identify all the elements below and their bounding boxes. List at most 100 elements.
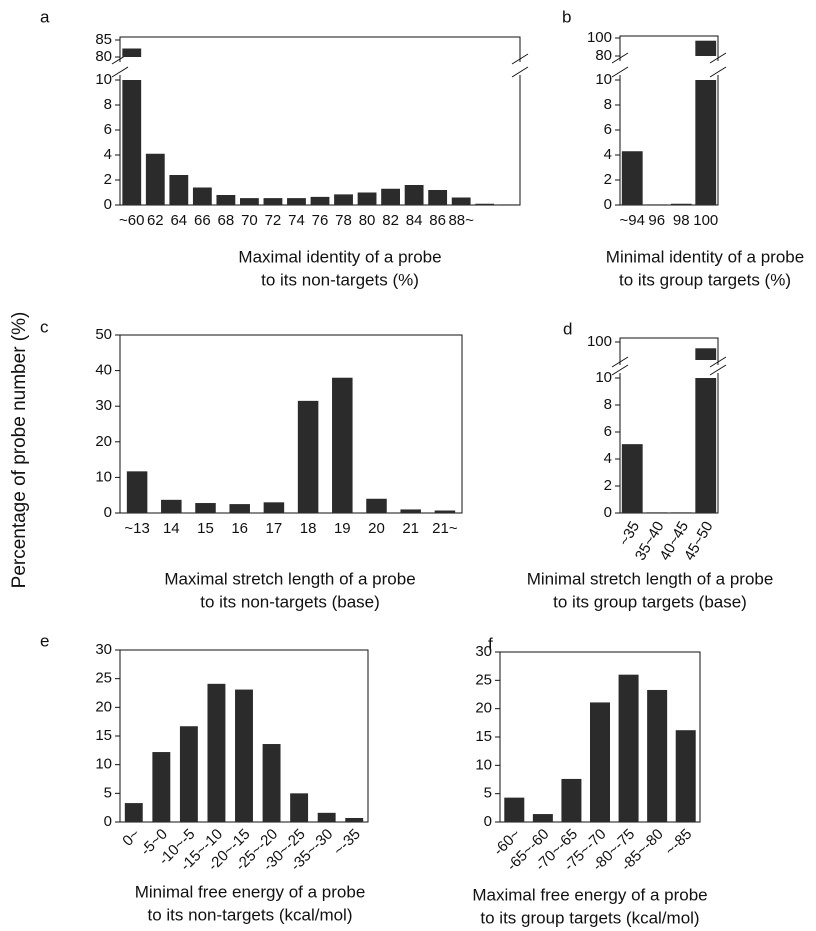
x-tick-label: 18	[300, 520, 317, 537]
bar	[695, 378, 717, 513]
bar	[192, 187, 212, 205]
x-tick-label: 76	[312, 212, 329, 229]
bar	[310, 196, 330, 205]
x-tick-label: ~-85	[662, 826, 696, 860]
bar-upper	[122, 48, 142, 57]
bar	[332, 377, 353, 513]
bar-upper	[695, 348, 717, 360]
x-axis-label: to its group targets (kcal/mol)	[480, 908, 699, 927]
bar	[366, 498, 387, 513]
y-tick-label: 2	[604, 171, 612, 188]
x-tick-label: 98	[673, 212, 690, 229]
y-tick-label: 0	[104, 504, 112, 521]
x-axis-label: Minimal identity of a probe	[606, 247, 804, 266]
x-tick-label: 82	[382, 212, 399, 229]
x-axis-label: to its non-targets (%)	[261, 270, 419, 289]
bar	[532, 814, 553, 822]
axis-break	[611, 66, 629, 78]
bar	[317, 812, 336, 822]
y-tick-label: 25	[95, 670, 112, 687]
x-tick-label: ~94	[620, 212, 645, 229]
x-tick-label: 21	[402, 520, 419, 537]
bar	[381, 188, 400, 205]
y-tick-label: 4	[604, 146, 612, 163]
axis-break	[709, 364, 727, 376]
bar	[475, 203, 495, 205]
y-tick-label: 8	[604, 96, 612, 113]
bar	[590, 702, 610, 822]
axis-break	[611, 356, 629, 368]
y-tick-label: 4	[104, 146, 112, 163]
axis-break	[511, 66, 529, 78]
y-tick-label: 40	[95, 362, 112, 379]
y-tick-label: 8	[604, 396, 612, 413]
shared-y-label: Percentage of probe number (%)	[9, 312, 30, 589]
panel-letter: d	[563, 319, 572, 338]
bar	[451, 197, 471, 205]
bar	[670, 512, 692, 513]
x-tick-label: 15	[197, 520, 214, 537]
bar	[287, 198, 306, 205]
y-tick-label: 2	[104, 171, 112, 188]
bar	[122, 80, 142, 205]
y-tick-label: 0	[604, 504, 612, 521]
x-axis-label: Maximal stretch length of a probe	[164, 569, 415, 588]
bar	[124, 803, 143, 822]
y-tick-label: 10	[95, 468, 112, 485]
axis-frame	[119, 334, 463, 514]
axis-break	[611, 364, 629, 376]
x-tick-label: 80	[359, 212, 376, 229]
y-tick-label: 2	[604, 477, 612, 494]
y-tick-label: 15	[475, 728, 492, 745]
x-tick-label: 64	[170, 212, 187, 229]
x-axis-label: Minimal free energy of a probe	[135, 882, 366, 901]
axis-break	[111, 66, 129, 78]
bar	[647, 689, 668, 822]
bar-upper	[695, 40, 717, 56]
panel-letter: b	[562, 7, 571, 26]
bar	[161, 499, 182, 513]
axis-break	[709, 66, 727, 78]
bar	[561, 778, 582, 822]
x-tick-label: ~60	[119, 212, 144, 229]
bar	[179, 726, 198, 822]
y-tick-label: 20	[95, 433, 112, 450]
y-tick-label: 5	[104, 784, 112, 801]
x-tick-label: 72	[265, 212, 282, 229]
bar	[646, 512, 668, 513]
bar	[235, 689, 253, 822]
bar	[229, 504, 250, 513]
x-tick-label: 17	[266, 520, 283, 537]
y-tick-label: 10	[95, 71, 112, 88]
bar	[207, 683, 226, 822]
bar	[152, 752, 171, 822]
y-tick-label: 10	[595, 71, 612, 88]
bar	[216, 195, 236, 205]
y-tick-label: 0	[104, 813, 112, 830]
bar	[297, 400, 319, 513]
bar	[504, 797, 525, 822]
bar	[621, 444, 643, 513]
x-tick-label: 96	[648, 212, 665, 229]
y-tick-label: 20	[95, 698, 112, 715]
bar	[498, 204, 518, 205]
bar	[357, 192, 377, 205]
x-tick-label: 68	[218, 212, 235, 229]
x-tick-label: 19	[334, 520, 351, 537]
y-tick-label: 80	[95, 48, 112, 65]
bar	[195, 503, 216, 513]
x-axis-label: Maximal identity of a probe	[238, 247, 441, 266]
y-tick-label: 85	[95, 31, 112, 48]
bar	[169, 175, 189, 205]
bar	[621, 151, 643, 205]
bar	[404, 185, 424, 205]
y-tick-label: 30	[95, 397, 112, 414]
bar	[263, 198, 283, 205]
x-tick-label: ~13	[124, 520, 149, 537]
x-tick-label: 14	[163, 520, 180, 537]
panel-letter: a	[40, 7, 50, 26]
panel-letter: e	[40, 631, 49, 650]
x-tick-label: 78	[335, 212, 352, 229]
y-tick-label: 15	[95, 727, 112, 744]
